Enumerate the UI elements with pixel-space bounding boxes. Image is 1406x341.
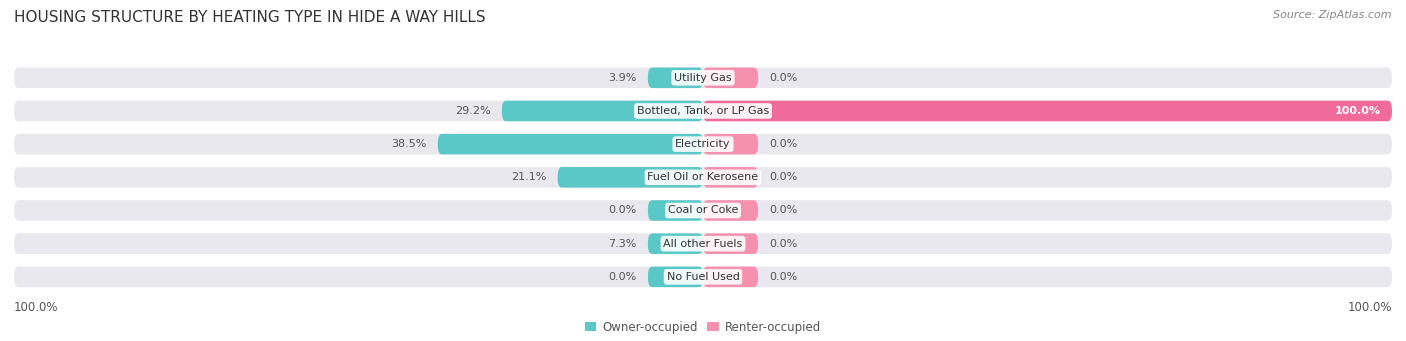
Text: Coal or Coke: Coal or Coke xyxy=(668,206,738,216)
Text: Bottled, Tank, or LP Gas: Bottled, Tank, or LP Gas xyxy=(637,106,769,116)
FancyBboxPatch shape xyxy=(14,200,1392,221)
FancyBboxPatch shape xyxy=(703,68,758,88)
FancyBboxPatch shape xyxy=(558,167,703,188)
FancyBboxPatch shape xyxy=(703,233,758,254)
Text: 100.0%: 100.0% xyxy=(1334,106,1381,116)
Text: All other Fuels: All other Fuels xyxy=(664,239,742,249)
FancyBboxPatch shape xyxy=(14,68,1392,88)
FancyBboxPatch shape xyxy=(703,200,758,221)
FancyBboxPatch shape xyxy=(703,134,758,154)
Text: 29.2%: 29.2% xyxy=(456,106,491,116)
Text: 3.9%: 3.9% xyxy=(609,73,637,83)
FancyBboxPatch shape xyxy=(703,101,1392,121)
FancyBboxPatch shape xyxy=(502,101,703,121)
FancyBboxPatch shape xyxy=(14,134,1392,154)
FancyBboxPatch shape xyxy=(437,134,703,154)
Text: 0.0%: 0.0% xyxy=(609,272,637,282)
FancyBboxPatch shape xyxy=(14,101,1392,121)
Text: Source: ZipAtlas.com: Source: ZipAtlas.com xyxy=(1274,10,1392,20)
Text: 0.0%: 0.0% xyxy=(609,206,637,216)
Text: 0.0%: 0.0% xyxy=(769,272,797,282)
Text: HOUSING STRUCTURE BY HEATING TYPE IN HIDE A WAY HILLS: HOUSING STRUCTURE BY HEATING TYPE IN HID… xyxy=(14,10,485,25)
Text: 0.0%: 0.0% xyxy=(769,139,797,149)
Text: 0.0%: 0.0% xyxy=(769,239,797,249)
Text: Fuel Oil or Kerosene: Fuel Oil or Kerosene xyxy=(647,172,759,182)
Text: Utility Gas: Utility Gas xyxy=(675,73,731,83)
FancyBboxPatch shape xyxy=(648,233,703,254)
FancyBboxPatch shape xyxy=(14,267,1392,287)
Text: Electricity: Electricity xyxy=(675,139,731,149)
FancyBboxPatch shape xyxy=(703,167,758,188)
Text: 21.1%: 21.1% xyxy=(512,172,547,182)
FancyBboxPatch shape xyxy=(14,167,1392,188)
Text: No Fuel Used: No Fuel Used xyxy=(666,272,740,282)
Text: 7.3%: 7.3% xyxy=(609,239,637,249)
FancyBboxPatch shape xyxy=(703,267,758,287)
FancyBboxPatch shape xyxy=(648,200,703,221)
FancyBboxPatch shape xyxy=(648,68,703,88)
Legend: Owner-occupied, Renter-occupied: Owner-occupied, Renter-occupied xyxy=(579,316,827,338)
Text: 38.5%: 38.5% xyxy=(391,139,427,149)
Text: 0.0%: 0.0% xyxy=(769,206,797,216)
FancyBboxPatch shape xyxy=(648,267,703,287)
Text: 0.0%: 0.0% xyxy=(769,172,797,182)
Text: 100.0%: 100.0% xyxy=(14,301,59,314)
Text: 100.0%: 100.0% xyxy=(1347,301,1392,314)
FancyBboxPatch shape xyxy=(14,233,1392,254)
Text: 0.0%: 0.0% xyxy=(769,73,797,83)
